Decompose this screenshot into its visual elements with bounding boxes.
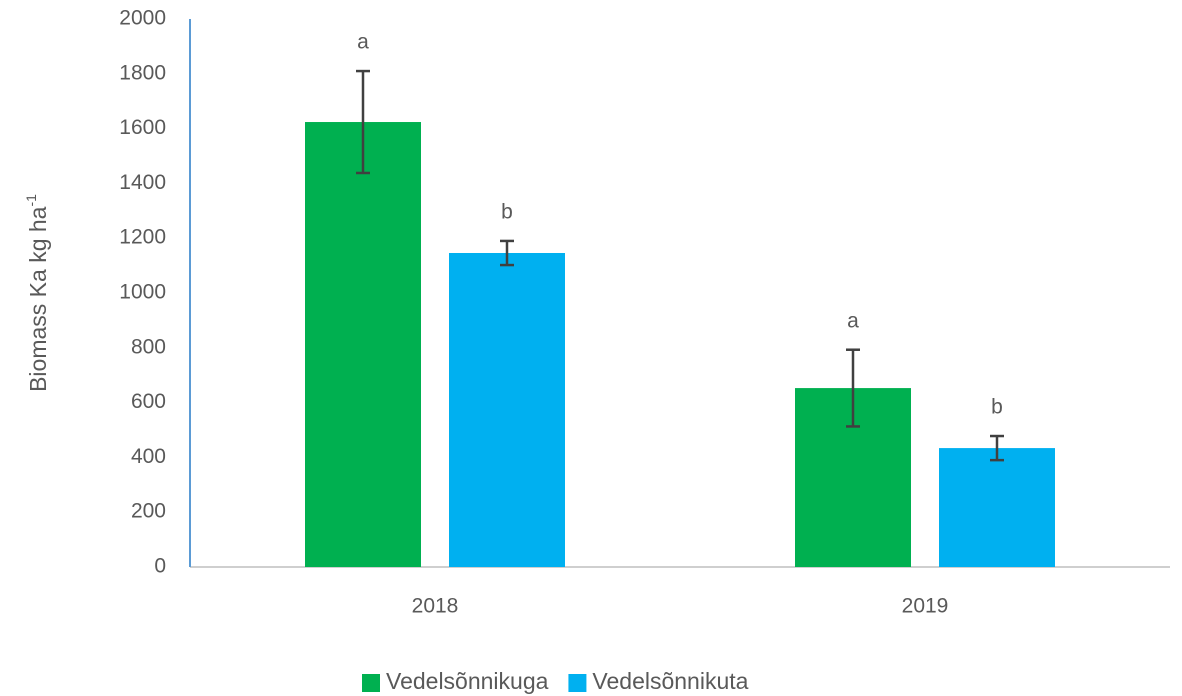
y-tick-label: 2000 <box>119 7 166 30</box>
legend-swatch <box>362 674 380 692</box>
legend-label: Vedelsõnnikuga <box>386 668 549 694</box>
significance-label: a <box>357 31 369 54</box>
bar <box>939 448 1055 567</box>
y-tick-label: 1200 <box>119 226 166 249</box>
error-bar <box>356 69 370 175</box>
y-tick-label: 1800 <box>119 61 166 84</box>
y-tick-label: 0 <box>154 555 166 578</box>
y-tick-label: 200 <box>131 500 166 523</box>
y-tick-label: 1400 <box>119 171 166 194</box>
x-tick-label: 2018 <box>412 595 459 618</box>
significance-label: a <box>847 309 859 332</box>
bar <box>305 122 421 568</box>
significance-label: b <box>501 200 513 223</box>
legend-label: Vedelsõnnikuta <box>592 668 748 694</box>
y-tick-label: 600 <box>131 390 166 413</box>
y-axis-label-superscript: -1 <box>23 194 39 207</box>
y-axis-label: Biomass Ka kg ha-1 <box>23 194 51 392</box>
y-tick-label: 1600 <box>119 116 166 139</box>
bar <box>449 252 565 567</box>
legend-swatch <box>568 674 587 692</box>
y-axis-label-text: Biomass Ka kg ha <box>25 206 51 392</box>
y-tick-label: 1000 <box>119 281 166 304</box>
x-tick-label: 2019 <box>902 595 949 618</box>
y-tick-label: 800 <box>131 335 166 358</box>
error-bar <box>500 239 514 267</box>
y-tick-label: 400 <box>131 445 166 468</box>
error-bar <box>990 434 1004 462</box>
significance-label: b <box>991 396 1003 419</box>
error-bar <box>846 348 860 428</box>
